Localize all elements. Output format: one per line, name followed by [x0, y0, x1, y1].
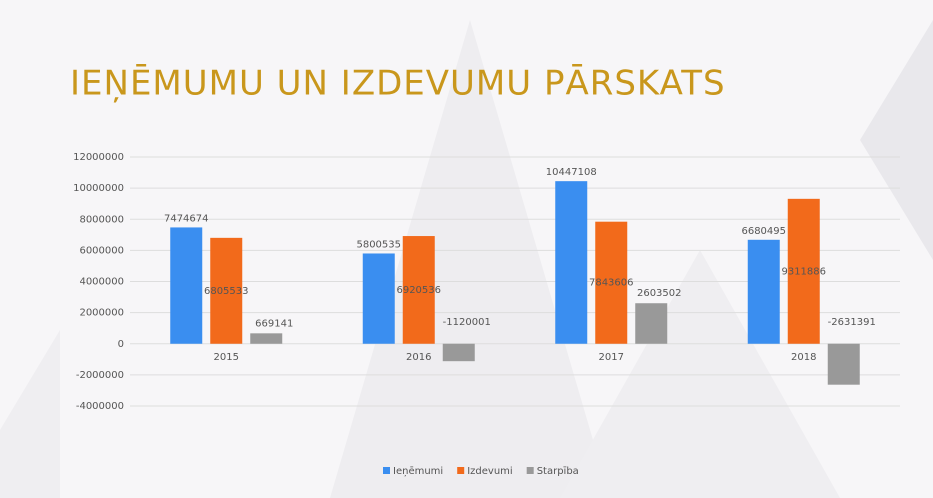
data-label: 6920536 — [396, 285, 441, 296]
legend-label: Ieņēmumi — [393, 466, 443, 477]
bar — [210, 237, 243, 344]
x-tick-label: 2017 — [599, 352, 624, 363]
decor-triangle — [560, 250, 840, 498]
y-tick-label: 4000000 — [79, 277, 124, 288]
y-tick-label: 12000000 — [73, 152, 124, 163]
legend-swatch — [383, 467, 390, 474]
bar — [442, 343, 475, 362]
data-label: 6805533 — [204, 286, 249, 297]
bar — [402, 236, 435, 344]
bar — [595, 221, 628, 344]
bar — [170, 227, 203, 344]
bar — [555, 181, 588, 344]
y-tick-label: 8000000 — [79, 214, 124, 225]
legend-label: Izdevumi — [467, 466, 512, 477]
data-label: 9311886 — [781, 266, 826, 277]
legend-label: Starpība — [537, 466, 579, 477]
y-tick-label: 6000000 — [79, 245, 124, 256]
chart-title: IEŅĒMUMU UN IZDEVUMU PĀRSKATS — [70, 64, 726, 104]
data-label: 2603502 — [637, 288, 682, 299]
data-label: 5800535 — [356, 239, 401, 250]
y-tick-label: 0 — [118, 339, 124, 350]
bar — [250, 333, 283, 344]
y-tick-label: -4000000 — [76, 401, 124, 412]
x-tick-label: 2015 — [214, 352, 239, 363]
data-label: -1120001 — [443, 317, 491, 328]
data-label: 10447108 — [546, 167, 597, 178]
legend-swatch — [526, 467, 534, 474]
legend-swatch — [457, 467, 465, 474]
decor-triangle — [330, 20, 610, 498]
data-label: 7843606 — [589, 278, 634, 289]
y-tick-label: 10000000 — [73, 183, 124, 194]
bar — [635, 303, 668, 344]
bar — [827, 343, 860, 385]
bar — [747, 239, 780, 344]
data-label: -2631391 — [828, 317, 876, 328]
data-label: 7474674 — [164, 213, 209, 224]
y-tick-label: -2000000 — [76, 370, 124, 381]
bar — [787, 198, 820, 344]
bar — [362, 253, 395, 344]
x-tick-label: 2018 — [791, 352, 816, 363]
decor-triangle — [860, 20, 933, 260]
y-tick-label: 2000000 — [79, 308, 124, 319]
data-label: 669141 — [255, 318, 293, 329]
x-tick-label: 2016 — [406, 352, 431, 363]
decor-triangle — [0, 330, 60, 498]
data-label: 6680495 — [741, 226, 786, 237]
